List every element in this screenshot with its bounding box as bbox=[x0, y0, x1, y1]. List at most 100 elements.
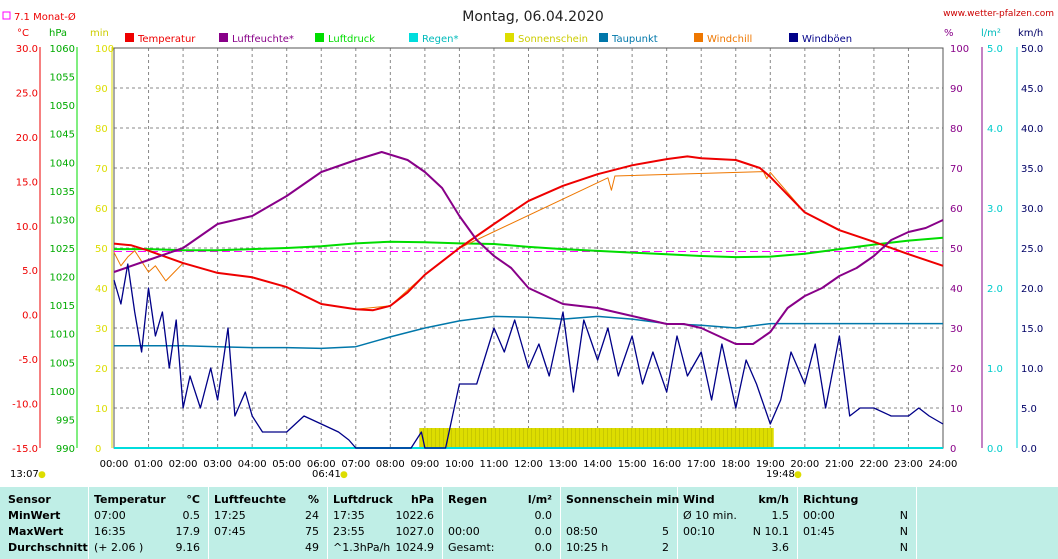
y-tick-label-pressure_hpa: 1010 bbox=[50, 330, 75, 341]
y-tick-label-temp_c: 20.0 bbox=[16, 133, 38, 144]
stats-cell: 00:00 bbox=[803, 509, 835, 522]
x-tick-label: 16:00 bbox=[652, 459, 681, 470]
series-line-5 bbox=[113, 263, 944, 449]
legend-swatch bbox=[599, 33, 608, 42]
plot-area bbox=[113, 151, 944, 449]
y-tick-label-sun_min: 30 bbox=[95, 324, 108, 335]
y-tick-label-wind_kmh: 45.0 bbox=[1021, 84, 1043, 95]
stats-cell: 10:25 h bbox=[566, 541, 609, 554]
y-tick-label-humidity_pct: 80 bbox=[950, 124, 963, 135]
x-tick-label: 07:00 bbox=[341, 459, 370, 470]
y-tick-label-sun_min: 100 bbox=[95, 44, 114, 55]
x-tick-label: 01:00 bbox=[134, 459, 163, 470]
y-tick-label-pressure_hpa: 1060 bbox=[50, 44, 75, 55]
y-tick-label-temp_c: 10.0 bbox=[16, 222, 38, 233]
y-tick-label-temp_c: 25.0 bbox=[16, 88, 38, 99]
stats-unit: °C bbox=[186, 493, 200, 506]
stats-value: 9.16 bbox=[175, 541, 201, 554]
y-tick-label-wind_kmh: 15.0 bbox=[1021, 324, 1043, 335]
stats-header: Regen bbox=[448, 493, 488, 506]
y-tick-label-wind_kmh: 25.0 bbox=[1021, 244, 1043, 255]
series-line-2 bbox=[113, 151, 944, 345]
x-tick-label: 21:00 bbox=[825, 459, 854, 470]
y-tick-label-humidity_pct: 40 bbox=[950, 284, 963, 295]
x-tick-label: 23:00 bbox=[894, 459, 923, 470]
x-tick-label: 20:00 bbox=[790, 459, 819, 470]
legend-label: Windchill bbox=[707, 34, 752, 45]
y-tick-label-pressure_hpa: 990 bbox=[56, 444, 75, 455]
stats-value: 0.5 bbox=[182, 509, 201, 522]
stats-cell: 00:00 bbox=[448, 525, 480, 538]
y-tick-label-rain_lm2: 5.0 bbox=[987, 44, 1003, 55]
stats-cell: 08:50 bbox=[566, 525, 598, 538]
stats-value: 1027.0 bbox=[395, 525, 435, 538]
axes: 00:00 01:00 02:00 03:00 04:00 05:00 06:00 07:00… bbox=[12, 44, 1043, 470]
y-tick-label-sun_min: 90 bbox=[95, 84, 108, 95]
x-tick-label: 24:00 bbox=[929, 459, 958, 470]
stats-value: 3.6 bbox=[771, 541, 790, 554]
stats-cell: 00:10 bbox=[683, 525, 715, 538]
stats-value: N 10.1 bbox=[752, 525, 789, 538]
y-tick-label-humidity_pct: 0 bbox=[950, 444, 956, 455]
sunset-marker-icon: ● bbox=[794, 470, 802, 480]
stats-column: Richtung 00:00 N 01:45 N N bbox=[797, 487, 917, 559]
stats-header: Luftdruck bbox=[333, 493, 393, 506]
y-tick-label-sun_min: 70 bbox=[95, 164, 108, 175]
y-tick-label-temp_c: 15.0 bbox=[16, 177, 38, 188]
chart-title: Montag, 06.04.2020 bbox=[462, 9, 604, 25]
legend-swatch bbox=[125, 33, 134, 42]
y-tick-label-rain_lm2: 1.0 bbox=[987, 364, 1003, 375]
y-tick-label-wind_kmh: 30.0 bbox=[1021, 204, 1043, 215]
y-tick-label-humidity_pct: 10 bbox=[950, 404, 963, 415]
stats-cell: Ø 10 min. bbox=[683, 509, 737, 522]
y-tick-label-rain_lm2: 2.0 bbox=[987, 284, 1003, 295]
y-tick-label-humidity_pct: 70 bbox=[950, 164, 963, 175]
y-tick-label-rain_lm2: 4.0 bbox=[987, 124, 1003, 135]
y-tick-label-pressure_hpa: 1040 bbox=[50, 158, 75, 169]
stats-header: Richtung bbox=[803, 493, 859, 506]
sunrise-marker-time: 06:41 bbox=[312, 469, 341, 480]
stats-value: 2 bbox=[662, 541, 669, 554]
y-tick-label-pressure_hpa: 1035 bbox=[50, 187, 75, 198]
y-tick-label-wind_kmh: 35.0 bbox=[1021, 164, 1043, 175]
stats-column: Sonnenschein min 08:50 5 10:25 h 2 bbox=[560, 487, 680, 559]
x-tick-label: 05:00 bbox=[272, 459, 301, 470]
y-tick-label-temp_c: -15.0 bbox=[12, 444, 38, 455]
stats-cell: Durchschnitt bbox=[8, 541, 88, 554]
stats-cell: 17:35 bbox=[333, 509, 365, 522]
stats-value: 1024.9 bbox=[395, 541, 435, 554]
stats-cell: ^1.3hPa/h bbox=[333, 541, 391, 554]
y-tick-label-pressure_hpa: 1020 bbox=[50, 273, 75, 284]
legend-swatch bbox=[219, 33, 228, 42]
stats-column: Temperatur °C 07:00 0.5 16:35 17.9 (+ 2.06 ) 9.… bbox=[88, 487, 209, 559]
y-tick-label-humidity_pct: 100 bbox=[950, 44, 969, 55]
y-tick-label-humidity_pct: 60 bbox=[950, 204, 963, 215]
unit-humidity: % bbox=[944, 28, 954, 39]
legend-label: Windböen bbox=[802, 34, 852, 45]
x-tick-label: 18:00 bbox=[721, 459, 750, 470]
stats-value: 1022.6 bbox=[395, 509, 435, 522]
stats-cell: 16:35 bbox=[94, 525, 126, 538]
y-tick-label-wind_kmh: 5.0 bbox=[1021, 404, 1037, 415]
legend-swatch bbox=[694, 33, 703, 42]
stats-cell: 17:25 bbox=[214, 509, 246, 522]
stats-value: 17.9 bbox=[175, 525, 201, 538]
unit-sun: min bbox=[90, 28, 109, 39]
sunrise-icon: ● bbox=[38, 470, 46, 480]
stats-cell: 01:45 bbox=[803, 525, 835, 538]
stats-header: Wind bbox=[683, 493, 715, 506]
x-tick-label: 04:00 bbox=[238, 459, 267, 470]
sunrise-time: 13:07 bbox=[10, 469, 39, 480]
stats-column: Luftfeuchte% 17:25 24 07:45 75 49 bbox=[208, 487, 328, 559]
stats-cell: MaxWert bbox=[8, 525, 64, 538]
stats-unit: % bbox=[307, 493, 319, 506]
y-tick-label-sun_min: 10 bbox=[95, 404, 108, 415]
legend-label: Taupunkt bbox=[611, 34, 658, 45]
stats-column: Regen l/m² 0.0 00:00 0.0 Gesamt: 0.0 bbox=[442, 487, 561, 559]
stats-header: Sonnenschein min bbox=[566, 493, 680, 506]
series-line-0 bbox=[113, 155, 944, 312]
x-tick-label: 00:00 bbox=[100, 459, 129, 470]
x-tick-label: 15:00 bbox=[618, 459, 647, 470]
x-tick-label: 22:00 bbox=[860, 459, 889, 470]
y-tick-label-rain_lm2: 0.0 bbox=[987, 444, 1003, 455]
